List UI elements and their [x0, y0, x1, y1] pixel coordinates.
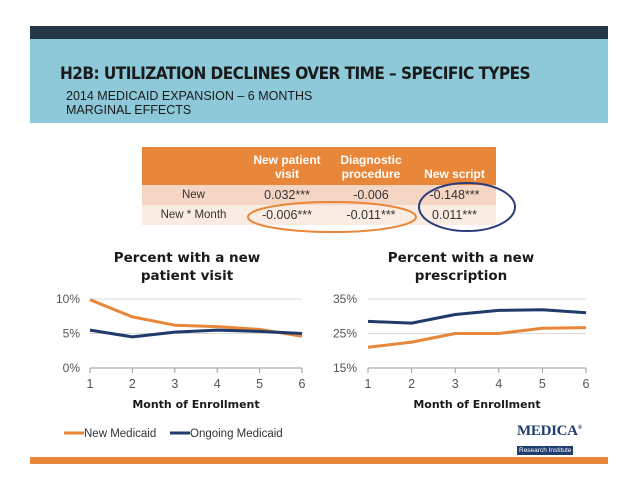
- table-cell: 0.011***: [413, 205, 496, 225]
- x-tick-label: 6: [299, 377, 306, 391]
- x-tick-label: 5: [539, 377, 546, 391]
- logo-registered-mark: ®: [577, 425, 583, 431]
- chart-legend: New Medicaid Ongoing Medicaid: [64, 428, 283, 440]
- x-tick-label: 6: [583, 377, 590, 391]
- x-tick-label: 3: [452, 377, 459, 391]
- row-label: New * Month: [142, 205, 245, 225]
- y-tick-label: 35%: [333, 292, 357, 306]
- header-line: procedure: [341, 167, 401, 181]
- x-axis-label: Month of Enrollment: [132, 398, 259, 411]
- x-tick-label: 2: [129, 377, 136, 391]
- highlight-oval-orange: [247, 201, 417, 233]
- header-new-script: New script: [413, 147, 496, 185]
- header-diagnostic-procedure: Diagnostic procedure: [329, 147, 413, 185]
- chart-new-prescription: Percent with a new prescription 15% 25% 35% 1…: [333, 250, 590, 411]
- logo-main-text: MEDICA: [517, 423, 578, 439]
- logo-subtitle: Research Institute: [517, 446, 574, 455]
- series-line-new-medicaid: [367, 326, 587, 349]
- y-tick-label: 0%: [63, 361, 81, 375]
- x-axis-label: Month of Enrollment: [413, 398, 540, 411]
- chart-title-line: prescription: [415, 268, 507, 284]
- chart-title-line: Percent with a new: [114, 250, 261, 266]
- chart-title-line: patient visit: [141, 268, 234, 284]
- y-tick-label: 25%: [333, 327, 357, 341]
- x-tick-label: 3: [171, 377, 178, 391]
- x-tick-label: 1: [87, 377, 94, 391]
- header-line: New script: [424, 167, 485, 181]
- header-line: New patient: [253, 153, 321, 167]
- x-tick-label: 1: [365, 377, 372, 391]
- table-cell: -0.006: [329, 185, 413, 205]
- y-tick-label: 5%: [63, 327, 81, 341]
- table-header-row: New patient visit Diagnostic procedure N…: [142, 147, 496, 185]
- bottom-orange-bar: [30, 457, 608, 464]
- x-tick-label: 4: [495, 377, 502, 391]
- subtitle-line-2: MARGINAL EFFECTS: [66, 103, 192, 117]
- chart-new-patient-visit: Percent with a new patient visit 0% 5% 10% 1 2…: [56, 250, 306, 411]
- y-tick-label: 10%: [56, 292, 80, 306]
- header-line: visit: [274, 167, 299, 181]
- header-band: [30, 39, 608, 123]
- marginal-effects-table: New patient visit Diagnostic procedure N…: [142, 147, 496, 225]
- series-line-ongoing-medicaid: [367, 308, 587, 325]
- x-tick-label: 5: [256, 377, 263, 391]
- table-cell: -0.011***: [329, 205, 413, 225]
- chart-title-line: Percent with a new: [388, 250, 535, 266]
- logo-wordmark: MEDICA®: [517, 421, 582, 439]
- subtitle-line-1: 2014 MEDICAID EXPANSION – 6 MONTHS: [66, 89, 313, 103]
- legend-label-new-medicaid: New Medicaid: [84, 428, 156, 440]
- y-tick-label: 15%: [333, 361, 357, 375]
- legend-label-ongoing-medicaid: Ongoing Medicaid: [190, 428, 283, 440]
- highlight-oval-navy: [418, 182, 516, 232]
- table-cell: -0.006***: [245, 205, 329, 225]
- header-line: Diagnostic: [340, 153, 402, 167]
- row-label: New: [142, 185, 245, 205]
- table-corner-cell: [142, 147, 245, 185]
- top-dark-bar: [30, 26, 608, 39]
- x-tick-label: 4: [214, 377, 221, 391]
- slide-title: H2B: UTILIZATION DECLINES OVER TIME – SP…: [60, 64, 531, 83]
- series-line-ongoing-medicaid: [89, 328, 303, 339]
- header-new-patient-visit: New patient visit: [245, 147, 329, 185]
- slide-subtitle: 2014 MEDICAID EXPANSION – 6 MONTHS MARGI…: [66, 89, 312, 117]
- table-row: New * Month -0.006*** -0.011*** 0.011***: [142, 205, 496, 225]
- x-tick-label: 2: [408, 377, 415, 391]
- table-cell: 0.032***: [245, 185, 329, 205]
- table-row: New 0.032*** -0.006 -0.148***: [142, 185, 496, 205]
- medica-logo: MEDICA® Research Institute: [517, 421, 582, 455]
